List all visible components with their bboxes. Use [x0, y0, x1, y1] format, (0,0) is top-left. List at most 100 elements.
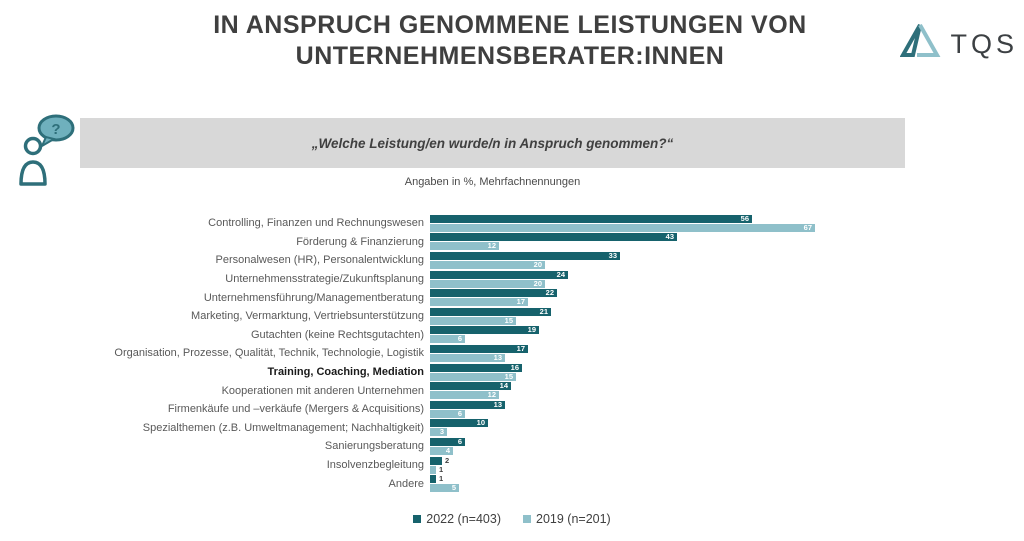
chart-row: Marketing, Vermarktung, Vertriebsunterst… [0, 307, 1024, 326]
bar-value-label: 14 [499, 381, 508, 391]
bar-group: 22 17 [430, 289, 1020, 307]
bar-track: 21 [430, 306, 1020, 316]
category-label: Unternehmensführung/Managementberatung [203, 291, 424, 304]
category-label: Marketing, Vermarktung, Vertriebsunterst… [191, 310, 424, 323]
bar-2022 [430, 251, 620, 260]
bar-2019 [430, 465, 436, 474]
bar-track: 3 [430, 427, 1020, 437]
category-label: Insolvenzbegleitung [326, 459, 424, 472]
bar-track: 1 [430, 464, 1020, 474]
bar-track: 17 [430, 298, 1020, 307]
bar-2022 [430, 344, 528, 353]
tqs-logo: TQS [900, 18, 1018, 70]
category-label: Kooperationen mit anderen Unternehmen [221, 384, 424, 397]
bar-chart: Controlling, Finanzen und Rechnungswesen… [0, 214, 1024, 493]
bar-2019 [430, 298, 528, 307]
bar-track: 10 [430, 418, 1020, 428]
bar-value-label: 3 [439, 427, 444, 437]
bar-value-label: 2 [445, 455, 450, 465]
bar-value-label: 13 [493, 399, 502, 409]
category-label: Training, Coaching, Mediation [267, 366, 424, 379]
bar-track: 33 [430, 250, 1020, 260]
bar-track: 43 [430, 232, 1020, 242]
bar-value-label: 16 [510, 362, 519, 372]
bar-track: 6 [430, 437, 1020, 446]
bar-track: 12 [430, 241, 1020, 251]
legend-item: 2019 (n=201) [523, 512, 611, 526]
bar-value-label: 56 [740, 213, 749, 223]
bar-value-label: 1 [439, 474, 444, 484]
legend-swatch-icon [523, 515, 531, 523]
bar-2019 [430, 316, 516, 325]
bar-track: 24 [430, 270, 1020, 279]
bar-group: 13 6 [430, 399, 1020, 418]
bar-2019 [430, 279, 545, 288]
bar-value-label: 20 [533, 278, 542, 288]
bar-2022 [430, 307, 551, 316]
bar-2022 [430, 363, 522, 372]
bar-2022 [430, 419, 488, 428]
bar-2019 [430, 409, 465, 418]
bar-value-label: 1 [439, 464, 444, 474]
chart-row: Firmenkäufe und –verkäufe (Mergers & Acq… [0, 400, 1024, 419]
bar-group: 10 3 [430, 418, 1020, 437]
bar-track: 2 [430, 455, 1020, 465]
chart-row: Förderung & Finanzierung 43 12 [0, 233, 1024, 252]
bar-track: 4 [430, 445, 1020, 455]
chart-row: Training, Coaching, Mediation 16 15 [0, 363, 1024, 382]
svg-text:?: ? [51, 121, 60, 138]
legend-swatch-icon [413, 515, 422, 523]
bar-value-label: 10 [476, 418, 485, 428]
bar-track: 6 [430, 409, 1020, 418]
bar-2019 [430, 446, 453, 455]
bar-2022 [430, 400, 505, 409]
bar-2022 [430, 270, 568, 279]
bar-value-label: 33 [608, 250, 617, 260]
bar-track: 1 [430, 474, 1020, 484]
chart-note: Angaben in %, Mehrfachnennungen [404, 176, 581, 188]
category-label: Spezialthemen (z.B. Umweltmanagement; Na… [142, 421, 424, 434]
category-label: Gutachten (keine Rechtsgutachten) [250, 328, 424, 341]
category-label: Andere [388, 477, 424, 490]
bar-2022 [430, 437, 465, 446]
tqs-triangle-icon [900, 22, 944, 67]
bar-2022 [430, 289, 557, 298]
bar-value-label: 21 [539, 306, 548, 316]
bar-value-label: 12 [487, 241, 496, 251]
bar-value-label: 15 [504, 315, 513, 325]
bar-2022 [430, 326, 539, 335]
bar-2019 [430, 484, 459, 493]
bar-track: 19 [430, 326, 1020, 335]
bar-value-label: 13 [493, 352, 502, 362]
chart-row: Kooperationen mit anderen Unternehmen 14 1… [0, 381, 1024, 400]
chart-row: Spezialthemen (z.B. Umweltmanagement; Na… [0, 419, 1024, 438]
bar-value-label: 20 [533, 259, 542, 269]
chart-row: Andere 1 5 [0, 474, 1024, 493]
question-banner: „Welche Leistung/en wurde/n in Anspruch … [80, 118, 905, 168]
chart-row: Sanierungsberatung 6 4 [0, 437, 1024, 456]
bar-group: 43 12 [430, 232, 1020, 251]
bar-value-label: 43 [665, 232, 674, 242]
bar-value-label: 5 [451, 483, 456, 493]
question-banner-text: „Welche Leistung/en wurde/n in Anspruch … [311, 135, 674, 151]
category-label: Organisation, Prozesse, Qualität, Techni… [114, 347, 424, 360]
chart-row: Unternehmensstrategie/Zukunftsplanung 24 2… [0, 270, 1024, 289]
chart-row: Controlling, Finanzen und Rechnungswesen… [0, 214, 1024, 233]
bar-value-label: 15 [504, 371, 513, 381]
legend-item: 2022 (n=403) [413, 512, 501, 526]
bar-track: 13 [430, 352, 1020, 362]
bar-track: 14 [430, 381, 1020, 391]
bar-2019 [430, 391, 499, 400]
bar-value-label: 6 [457, 334, 462, 344]
bar-track: 67 [430, 223, 1020, 232]
bar-2019 [430, 223, 815, 232]
bar-track: 20 [430, 259, 1020, 269]
legend-label: 2019 (n=201) [536, 512, 611, 526]
bar-group: 16 15 [430, 362, 1020, 381]
bar-value-label: 4 [445, 445, 450, 455]
chart-row: Personalwesen (HR), Personalentwicklung 3… [0, 251, 1024, 270]
category-label: Unternehmensstrategie/Zukunftsplanung [225, 273, 424, 286]
bar-2019 [430, 335, 465, 344]
